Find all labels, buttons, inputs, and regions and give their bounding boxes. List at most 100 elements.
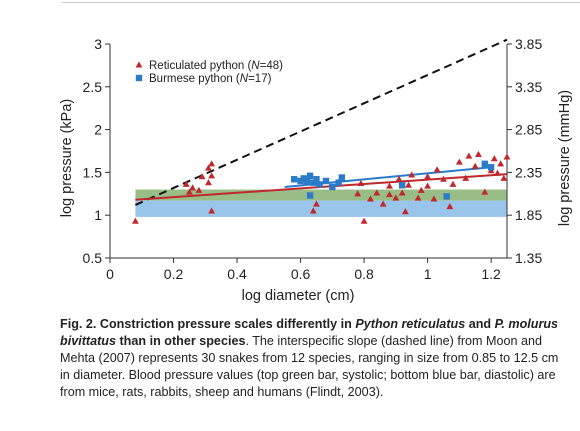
point-reticulated (208, 207, 216, 214)
point-reticulated (367, 195, 374, 202)
point-reticulated (360, 217, 368, 224)
point-burmese (338, 174, 346, 181)
point-reticulated (494, 169, 501, 176)
point-burmese (306, 192, 314, 199)
point-reticulated (481, 188, 489, 195)
point-reticulated (401, 208, 409, 215)
x-tick-label: 0.2 (164, 266, 184, 282)
x-axis-label: log diameter (cm) (242, 288, 355, 304)
caption-bold-1: Constriction pressure scales differently… (96, 317, 356, 331)
line-interspecific-slope (135, 38, 508, 206)
caption-fig-label: Fig. 2. (60, 317, 97, 331)
point-reticulated (446, 203, 454, 210)
point-reticulated (474, 150, 482, 157)
caption-italic-1: Python reticulatus (355, 317, 466, 331)
point-reticulated (424, 173, 432, 180)
point-reticulated (205, 179, 212, 186)
y-tick-label-left: 2.5 (83, 79, 103, 95)
point-burmese (335, 179, 342, 186)
point-reticulated (455, 158, 463, 165)
point-reticulated (497, 160, 505, 167)
point-reticulated (185, 188, 193, 195)
point-reticulated (414, 194, 422, 201)
point-reticulated (398, 189, 406, 196)
point-reticulated (408, 171, 416, 178)
y-tick-label-right: 2.85 (515, 122, 542, 138)
point-burmese (316, 181, 323, 188)
band-diastolic (135, 200, 507, 217)
point-burmese (291, 176, 298, 183)
point-reticulated (379, 200, 387, 207)
point-burmese (306, 172, 314, 180)
point-reticulated (503, 153, 511, 160)
point-reticulated (462, 174, 470, 181)
point-reticulated (440, 175, 447, 182)
point-reticulated (395, 175, 403, 182)
y-tick-label-left: 1.5 (83, 164, 103, 180)
point-reticulated (386, 182, 393, 189)
point-reticulated (433, 166, 441, 173)
point-reticulated (373, 189, 381, 196)
x-tick-label: 0.8 (354, 266, 374, 282)
caption-bold-3: than in other species (115, 334, 246, 348)
data-points (131, 150, 511, 224)
point-reticulated (357, 179, 365, 187)
point-reticulated (386, 191, 393, 198)
legend-label: Reticulated python (N=48) (149, 60, 283, 72)
point-reticulated (354, 190, 362, 197)
y-tick-label-right: 1.35 (515, 250, 542, 266)
y-tick-label-right: 2.35 (515, 164, 542, 180)
point-reticulated (405, 181, 412, 188)
top-rule (62, 2, 580, 3)
point-burmese (313, 176, 320, 183)
y-axis-label-right: log pressure (mmHg) (557, 90, 573, 226)
tick-labels: 0 0.2 0.4 0.6 0.8 1 1.2 0.5 1 1.5 2 2.5 3 1.35 1.85 2.3… (83, 36, 543, 282)
y-tick-label-left: 3 (94, 36, 102, 52)
point-burmese (310, 179, 317, 186)
y-tick-label-right: 3.85 (515, 36, 542, 52)
x-tick-label: 0 (106, 266, 114, 282)
point-burmese (481, 160, 488, 168)
point-burmese (303, 178, 311, 186)
point-reticulated (417, 186, 425, 193)
legend-marker-burmese (135, 74, 143, 82)
caption-italic-2: P. molurus bivittatus (60, 317, 559, 348)
point-reticulated (189, 184, 196, 191)
point-burmese (329, 183, 336, 191)
axes (105, 43, 512, 263)
point-reticulated (182, 180, 190, 187)
x-tick-label: 0.4 (227, 266, 247, 282)
point-reticulated (208, 160, 216, 167)
chart: 0 0.2 0.4 0.6 0.8 1 1.2 0.5 1 1.5 2 2.5 3 1.35 1.85 2.3… (59, 36, 573, 304)
caption-body: . The interspecific slope (dashed line) … (60, 334, 559, 399)
x-tick-label: 1.2 (481, 266, 501, 282)
band-systolic (135, 189, 507, 201)
y-tick-label-left: 0.5 (83, 250, 103, 266)
point-burmese (487, 164, 495, 171)
legend: Reticulated python (N=48)Burmese python … (135, 60, 283, 85)
y-tick-label-right: 3.35 (515, 79, 542, 95)
point-reticulated (490, 155, 498, 162)
point-reticulated (198, 173, 206, 180)
point-reticulated (195, 186, 203, 193)
point-burmese (443, 193, 450, 200)
y-axis-label-left: log pressure (kPa) (59, 99, 75, 217)
x-tick-label: 0.6 (291, 266, 311, 282)
point-burmese (322, 177, 330, 185)
bands (135, 189, 507, 217)
y-tick-label-left: 2 (94, 122, 102, 138)
y-tick-label-left: 1 (94, 207, 102, 223)
caption-bold-2: and (465, 317, 495, 331)
point-reticulated (313, 200, 320, 207)
x-tick-label: 1 (424, 266, 432, 282)
point-burmese (300, 175, 307, 182)
point-reticulated (208, 172, 216, 179)
point-reticulated (392, 194, 400, 201)
point-reticulated (309, 207, 317, 214)
point-reticulated (449, 180, 457, 187)
y-tick-label-right: 1.85 (515, 207, 542, 223)
point-reticulated (471, 162, 479, 169)
point-reticulated (430, 195, 438, 202)
point-reticulated (424, 182, 432, 189)
legend-marker-reticulated (135, 61, 143, 68)
